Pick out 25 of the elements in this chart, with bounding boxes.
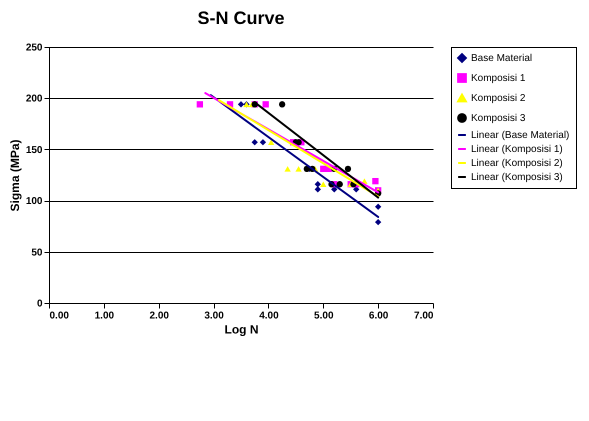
x-tick-label: 4.00 <box>259 310 280 322</box>
x-axis-title: Log N <box>224 322 258 336</box>
x-tick-label: 3.00 <box>204 310 224 322</box>
chart-title: S-N Curve <box>197 8 285 28</box>
y-tick-label: 100 <box>26 196 43 208</box>
x-tick-label: 6.00 <box>368 310 389 322</box>
legend-label: Komposisi 2 <box>471 93 526 104</box>
y-tick-label: 150 <box>26 144 43 156</box>
legend-label: Linear (Komposisi 2) <box>471 158 563 169</box>
legend-label: Linear (Komposisi 1) <box>471 144 563 155</box>
x-tick-label: 7.00 <box>414 310 434 322</box>
legend-label: Base Material <box>471 53 532 64</box>
y-tick-label: 0 <box>36 298 43 310</box>
legend-label: Komposisi 1 <box>471 73 526 84</box>
y-axis-title: Sigma (MPa) <box>8 139 22 212</box>
y-tick-label: 50 <box>31 247 43 258</box>
x-tick-label: 5.00 <box>314 310 334 322</box>
y-tick-label: 200 <box>26 94 43 105</box>
x-tick-label: 1.00 <box>94 310 115 322</box>
y-tick-label: 250 <box>26 42 43 54</box>
legend-label: Linear (Komposisi 3) <box>471 172 563 183</box>
legend-label: Komposisi 3 <box>471 113 526 124</box>
x-tick-label: 2.00 <box>149 310 170 322</box>
legend-label: Linear (Base Material) <box>471 130 570 141</box>
x-tick-label: 0.00 <box>50 310 70 322</box>
